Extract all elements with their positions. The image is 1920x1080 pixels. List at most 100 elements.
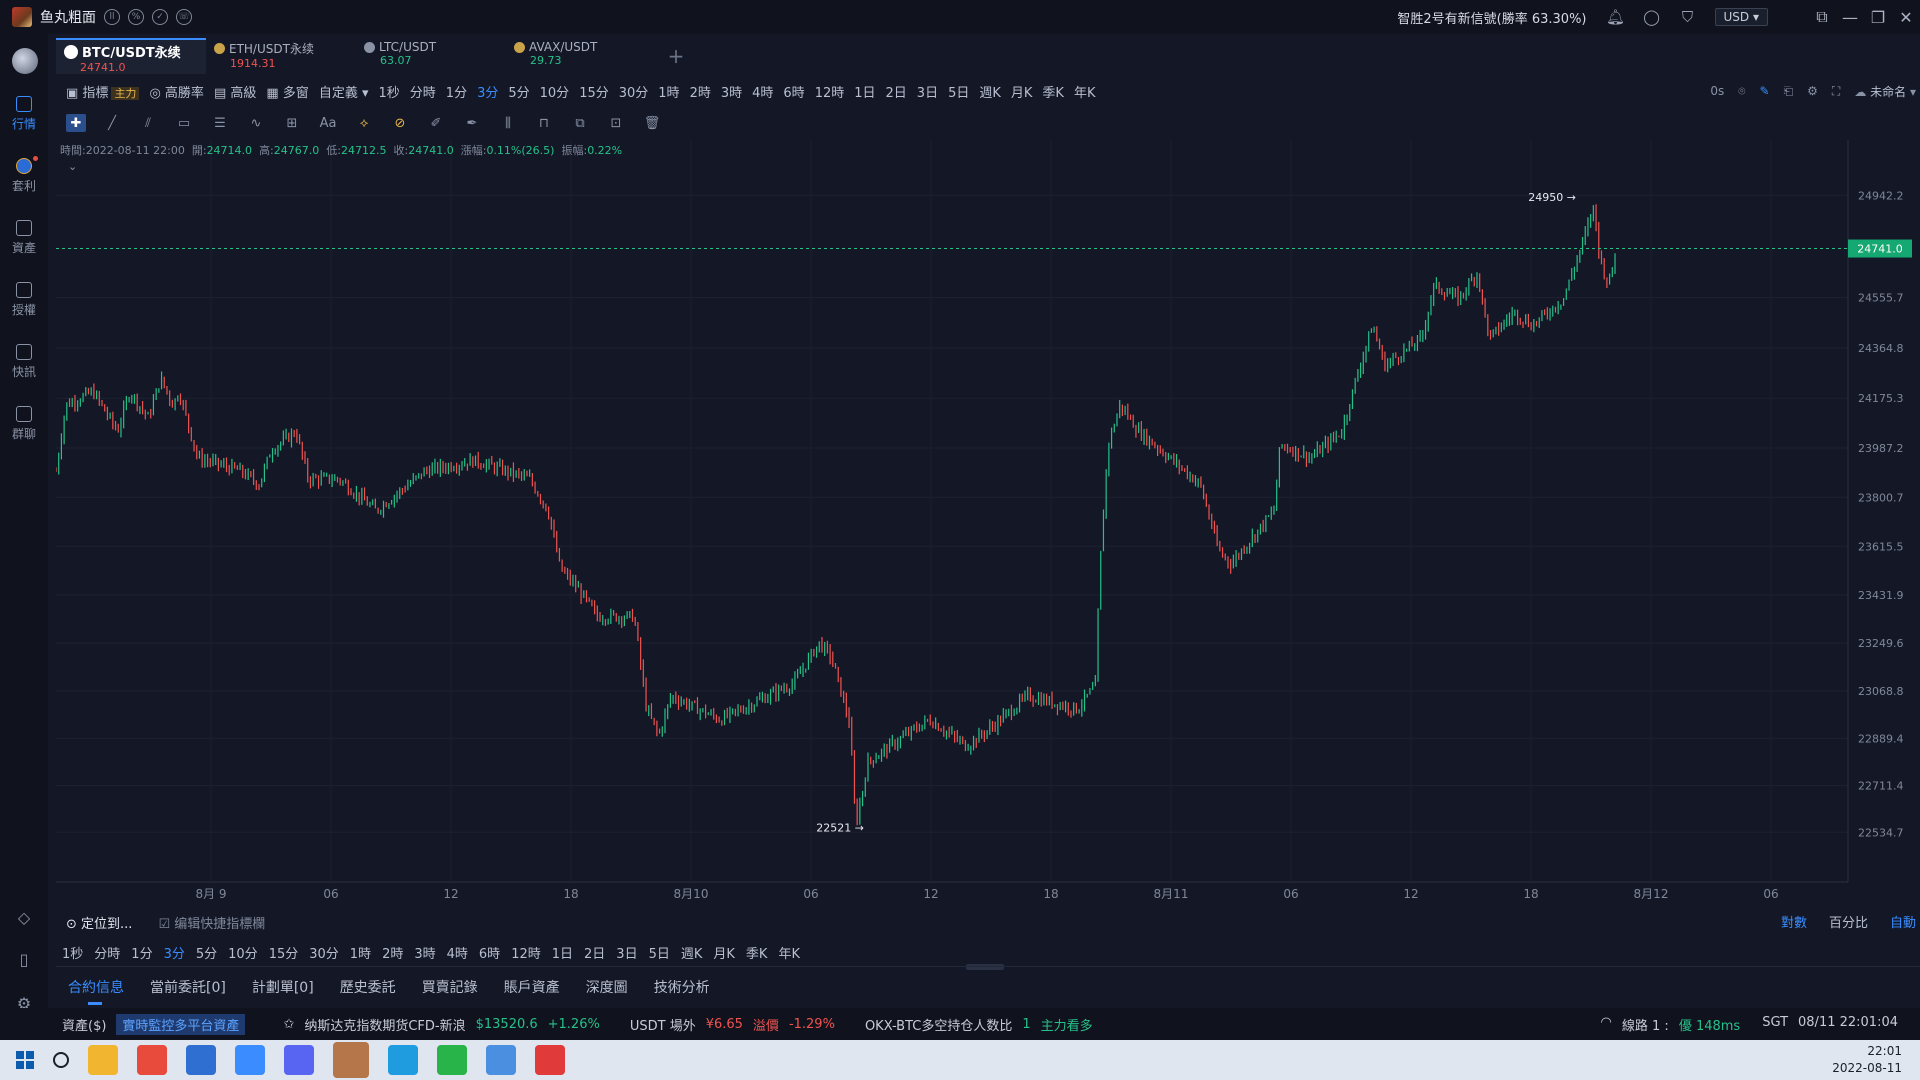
tf-top-5[interactable]: 10分 — [539, 85, 570, 101]
sidebar-item-market[interactable]: 行情 — [0, 96, 48, 132]
sidebar-item-asset[interactable]: 資產 — [0, 220, 48, 256]
sidebar-item-group-chat[interactable]: 群聊 — [0, 406, 48, 442]
tf-top-1[interactable]: 分時 — [409, 85, 436, 101]
taskbar-clock[interactable]: 22:01 2022-08-11 — [1832, 1043, 1902, 1077]
trash-icon[interactable]: 🗑︎ — [643, 115, 661, 131]
tf-top-14[interactable]: 1日 — [854, 85, 876, 101]
auto-scale-toggle[interactable]: 自動 — [1889, 916, 1916, 931]
bottom-timeframe-16[interactable]: 3日 — [616, 946, 638, 962]
bottom-timeframe-14[interactable]: 1日 — [551, 946, 574, 962]
bottom-timeframe-6[interactable]: 15分 — [268, 946, 299, 962]
bars-icon[interactable]: ⫼ — [505, 115, 511, 131]
panel-tab-1[interactable]: 當前委託[0] — [150, 979, 226, 996]
measure-icon[interactable]: ⊞ — [286, 115, 298, 131]
panel-resize-handle[interactable] — [966, 964, 1004, 970]
bottom-timeframe-21[interactable]: 年K — [778, 946, 800, 962]
file-explorer-icon[interactable] — [88, 1045, 118, 1075]
tab-btc-usdt[interactable]: BTC/USDT永续 24741.0 — [56, 38, 206, 74]
tab-eth-usdt[interactable]: ETH/USDT永续 1914.31 — [206, 38, 356, 74]
pen-icon[interactable]: ✎ — [1759, 84, 1770, 98]
bottom-timeframe-13[interactable]: 12時 — [511, 946, 541, 962]
tf-top-4[interactable]: 5分 — [508, 85, 530, 101]
bottom-timeframe-2[interactable]: 1分 — [131, 946, 153, 962]
recorder-icon[interactable] — [535, 1045, 565, 1075]
monitor-assets-button[interactable]: 實時監控多平台資產 — [116, 1013, 246, 1035]
win-rate-button[interactable]: ◎ 高勝率 — [149, 85, 204, 101]
add-tab-icon[interactable]: + — [667, 44, 685, 68]
candlestick-chart[interactable]: 24942.2 24555.7 24364.8 24175.3 23987.2 23800… — [56, 140, 1912, 900]
panel-tab-0[interactable]: 合約信息 — [68, 977, 124, 1005]
trading-app-icon[interactable] — [486, 1045, 516, 1075]
price-chart[interactable]: 24942.2 24555.7 24364.8 24175.3 23987.2 23800… — [56, 140, 1912, 900]
tf-top-19[interactable]: 月K — [1010, 85, 1033, 101]
bottom-timeframe-12[interactable]: 6時 — [478, 946, 501, 962]
brush-icon[interactable]: ✒ — [466, 115, 478, 131]
close-icon[interactable]: ✕ — [1899, 7, 1913, 27]
bottom-timeframe-15[interactable]: 2日 — [584, 946, 606, 962]
minimize-icon[interactable]: — — [1842, 7, 1858, 27]
search-icon[interactable] — [53, 1052, 69, 1068]
app-circle-icon[interactable] — [186, 1045, 216, 1075]
tf-top-17[interactable]: 5日 — [948, 85, 970, 101]
trend-line-icon[interactable]: ╱ — [108, 115, 116, 131]
bottom-timeframe-5[interactable]: 10分 — [228, 946, 258, 962]
bottom-timeframe-1[interactable]: 分時 — [94, 946, 121, 962]
check-circle-icon[interactable]: ✓ — [152, 9, 168, 25]
tf-top-11[interactable]: 4時 — [752, 85, 774, 101]
indicator-button[interactable]: ▣ 指標 主力 — [66, 82, 140, 101]
edge-icon[interactable] — [388, 1045, 418, 1075]
bottom-timeframe-3[interactable]: 3分 — [163, 946, 185, 962]
panel-tab-4[interactable]: 買賣記錄 — [421, 979, 478, 996]
bottom-timeframe-17[interactable]: 5日 — [648, 946, 670, 962]
tablet-icon[interactable]: ▯ — [19, 950, 29, 969]
signal-notice[interactable]: 智胜2号有新信號(勝率 63.30%) — [1397, 11, 1587, 27]
sidebar-item-arbitrage[interactable]: 套利 — [0, 156, 48, 194]
custom-dropdown[interactable]: 自定義 ▾ — [318, 85, 369, 101]
bottom-timeframe-9[interactable]: 2時 — [382, 946, 404, 962]
multi-window-button[interactable]: ▦ 多窗 — [266, 85, 309, 101]
gear-icon[interactable]: ⚙ — [1807, 84, 1818, 98]
bottom-timeframe-20[interactable]: 季K — [745, 946, 768, 962]
wechat-icon[interactable] — [437, 1045, 467, 1075]
panel-tab-7[interactable]: 技術分析 — [653, 979, 710, 996]
panel-tab-5[interactable]: 賬戶資產 — [503, 979, 560, 996]
collapse-chevron-icon[interactable]: ⌄ — [68, 160, 78, 173]
pause-circle-icon[interactable]: ll — [104, 9, 120, 25]
chat-icon[interactable]: ◯ — [1643, 8, 1660, 26]
horizontal-lines-icon[interactable]: ☰ — [214, 115, 226, 131]
bottom-timeframe-7[interactable]: 30分 — [309, 946, 339, 962]
sidebar-item-auth[interactable]: 授權 — [0, 282, 48, 318]
ruler-icon[interactable]: ✐ — [430, 115, 442, 131]
wave-icon[interactable]: ∿ — [250, 115, 262, 131]
bell-icon[interactable]: 🔔︎ — [1606, 8, 1626, 26]
sidebar-item-news[interactable]: 快訊 — [0, 344, 48, 380]
cloud-layout-menu[interactable]: ☁ 未命名 ▾ — [1854, 84, 1916, 99]
tf-top-21[interactable]: 年K — [1073, 85, 1096, 101]
tab-ltc-usdt[interactable]: LTC/USDT 63.07 — [356, 38, 506, 74]
text-icon[interactable]: Aa — [319, 115, 337, 131]
avatar-app-icon[interactable] — [333, 1042, 369, 1078]
tf-top-20[interactable]: 季K — [1042, 85, 1064, 101]
panel-tab-3[interactable]: 歷史委託 — [339, 979, 396, 996]
phone-icon[interactable]: ☏ — [176, 9, 192, 25]
bottom-timeframe-19[interactable]: 月K — [713, 946, 735, 962]
tf-top-18[interactable]: 週K — [979, 85, 1001, 101]
bookmark-icon[interactable]: ⎗ — [1783, 83, 1794, 98]
bottom-timeframe-11[interactable]: 4時 — [446, 946, 468, 962]
percent-scale-toggle[interactable]: 百分比 — [1828, 916, 1868, 931]
log-scale-toggle[interactable]: 對數 — [1780, 916, 1807, 931]
tf-top-9[interactable]: 2時 — [689, 85, 711, 101]
crosshair-icon[interactable]: ✚ — [66, 114, 86, 132]
tf-top-13[interactable]: 12時 — [814, 85, 845, 101]
tab-avax-usdt[interactable]: AVAX/USDT 29.73 — [506, 38, 656, 74]
bottom-timeframe-10[interactable]: 3時 — [414, 946, 436, 962]
tf-top-10[interactable]: 3時 — [720, 85, 743, 101]
parallel-line-icon[interactable]: ⫽ — [145, 115, 151, 131]
edit-shortcut-button[interactable]: ☑ 编辑快捷指標欄 — [158, 916, 266, 932]
panel-tab-2[interactable]: 計劃單[0] — [251, 979, 314, 996]
speed-icon[interactable]: % — [128, 9, 144, 25]
bottom-timeframe-8[interactable]: 1時 — [349, 946, 372, 962]
currency-select[interactable]: USD ▾ — [1714, 8, 1768, 26]
restore-icon[interactable]: ❐ — [1870, 7, 1886, 27]
copy-icon[interactable]: ⧉ — [575, 115, 585, 131]
